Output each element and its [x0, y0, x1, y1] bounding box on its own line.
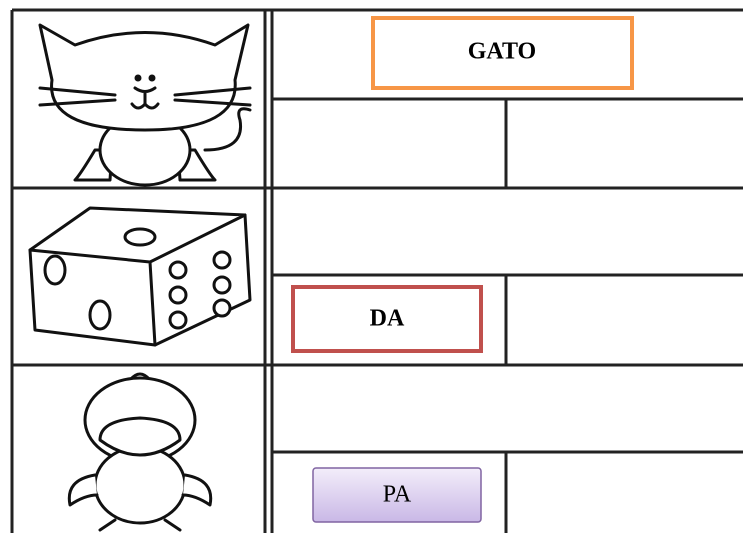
cat-picture	[38, 23, 252, 187]
table-grid	[10, 8, 743, 533]
word-label: GATO	[468, 39, 536, 65]
answer-box	[291, 285, 483, 353]
duck-picture	[67, 372, 213, 532]
die-picture	[28, 206, 252, 347]
answer-box	[312, 467, 482, 523]
answer-box	[371, 16, 634, 90]
word-label: DA	[370, 306, 405, 332]
word-label: PA	[383, 482, 412, 508]
